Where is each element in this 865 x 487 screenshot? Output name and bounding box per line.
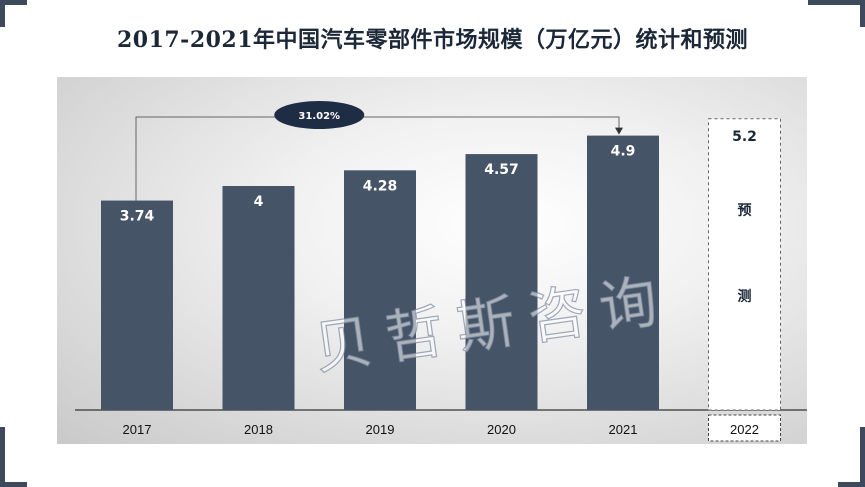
- corner-top-left-h: [0, 0, 27, 5]
- x-tick-label: 2019: [366, 422, 395, 437]
- x-tick-label: 2022: [730, 422, 759, 437]
- bar-2017: [101, 200, 173, 410]
- corner-bottom-left-v: [0, 427, 5, 487]
- x-tick-label: 2020: [487, 422, 516, 437]
- growth-label: 31.02%: [298, 111, 340, 122]
- bar-2020: [465, 154, 538, 410]
- growth-arrowhead: [615, 127, 623, 135]
- forecast-label-char: 预: [738, 203, 752, 219]
- x-tick-label: 2018: [244, 422, 273, 437]
- forecast-label-char: 测: [738, 288, 752, 305]
- forecast-bar: [708, 118, 781, 411]
- data-label: 4.28: [363, 178, 398, 194]
- x-tick-label: 2021: [609, 422, 638, 437]
- data-label: 4.9: [611, 144, 636, 160]
- data-label: 4: [254, 194, 264, 210]
- growth-connector: [135, 116, 620, 201]
- corner-top-left-v: [0, 0, 5, 27]
- growth-bubble: [274, 101, 365, 129]
- bar-2021: [587, 135, 659, 410]
- corner-bottom-right-h: [838, 482, 865, 487]
- x-tick-label: 2017: [123, 422, 152, 437]
- data-label: 5.2: [732, 129, 757, 145]
- chart-title: 2017-2021年中国汽车零部件市场规模（万亿元）统计和预测: [116, 27, 749, 53]
- data-label: 4.57: [484, 162, 519, 178]
- forecast-category-box: [708, 414, 781, 442]
- corner-bottom-left-h: [0, 482, 27, 487]
- corner-top-right-v: [860, 0, 865, 27]
- plot-area: 3.74 2017 4 2018 4.28 2019 4.57 2020 4.9 2021 5.2 预…: [57, 77, 807, 444]
- corner-top-right-h: [808, 0, 865, 5]
- data-label: 3.74: [120, 209, 155, 225]
- bar-chart: 3.74 2017 4 2018 4.28 2019 4.57 2020 4.9 2021 5.2 预…: [75, 101, 807, 442]
- corner-bottom-right-v: [860, 427, 865, 487]
- bar-2019: [344, 170, 416, 410]
- bar-2018: [222, 186, 295, 410]
